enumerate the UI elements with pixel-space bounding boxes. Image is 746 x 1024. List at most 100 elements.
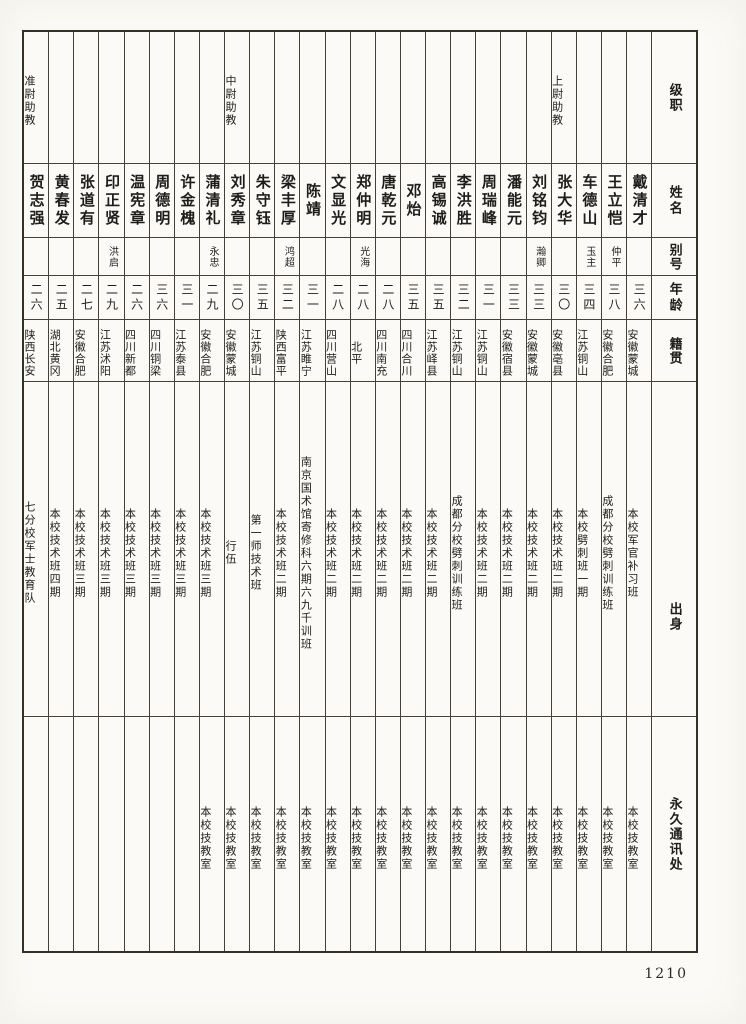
origin-cell: 本校技术班二期 (426, 382, 451, 717)
alias-cell (375, 238, 400, 276)
contact-cell (150, 717, 174, 951)
alias-text: 鸿超 (282, 245, 294, 268)
header-alias-cell: 别号 (652, 238, 697, 276)
name-cell: 刘秀章 (225, 164, 250, 238)
native-place-text: 江苏铜山 (250, 328, 263, 377)
age-text: 三一 (305, 282, 320, 313)
age-text: 三一 (481, 282, 496, 313)
age-cell: 三〇 (225, 276, 250, 320)
age-text: 三四 (581, 282, 596, 313)
contact-text: 本校技教室 (476, 805, 489, 871)
age-cell: 三五 (250, 276, 275, 320)
alias-cell (149, 238, 174, 276)
age-cell: 三三 (501, 276, 526, 320)
origin-text: 本校技术班四期 (49, 507, 62, 599)
contact-cell (175, 717, 199, 951)
age-text: 三三 (531, 282, 546, 313)
native-place-cell: 四川南充 (375, 320, 400, 382)
contact-text: 本校技教室 (601, 805, 614, 871)
contact-cell: 本校技教室 (275, 717, 299, 951)
person-name: 高锡诚 (429, 173, 448, 228)
person-name: 郑仲明 (354, 173, 373, 228)
alias-cell: 光海 (350, 238, 375, 276)
origin-text: 本校技术班三期 (174, 507, 187, 599)
contact-text: 本校技教室 (325, 805, 338, 871)
rank-cell (174, 32, 199, 164)
contact-cell (125, 717, 149, 951)
native-place-cell: 江苏沭阳 (99, 320, 124, 382)
age-cell: 三四 (576, 276, 601, 320)
name-cell: 许金槐 (174, 164, 199, 238)
native-place-cell: 安徽合肥 (601, 320, 626, 382)
alias-cell (49, 238, 74, 276)
origin-text: 本校技术班三期 (99, 507, 112, 599)
origin-text: 本校技术班三期 (199, 507, 212, 599)
age-cell: 二八 (325, 276, 350, 320)
person-column: 李洪胜 三二 江苏铜山 成都分校劈刺训练班 本校技教室 (451, 32, 477, 951)
header-contact-cell: 永久通讯处 (652, 717, 696, 951)
contact-text: 本校技教室 (526, 805, 539, 871)
contact-text: 本校技教室 (275, 805, 288, 871)
origin-cell: 本校劈刺班一期 (576, 382, 601, 717)
native-place-cell: 江苏铜山 (476, 320, 501, 382)
contact-cell: 本校技教室 (426, 717, 450, 951)
age-text: 三二 (280, 282, 295, 313)
origin-text: 本校技术班二期 (375, 507, 388, 599)
age-cell: 三八 (601, 276, 626, 320)
contact-text: 本校技教室 (300, 805, 313, 871)
contact-cell (49, 717, 73, 951)
header-contact-label: 永久通讯处 (666, 796, 682, 872)
name-cell: 贺志强 (24, 164, 49, 238)
alias-text: 永忠 (206, 245, 218, 268)
rank-cell: 中尉助教 (225, 32, 250, 164)
alias-cell (24, 238, 49, 276)
native-place-cell: 江苏睢宁 (300, 320, 325, 382)
alias-cell (225, 238, 250, 276)
origin-cell: 本校技术班二期 (526, 382, 551, 717)
age-text: 三一 (179, 282, 194, 313)
origin-text: 南京国术馆寄修科六期六九千训班 (300, 455, 313, 651)
rank-cell (275, 32, 300, 164)
name-cell: 李洪胜 (451, 164, 476, 238)
native-place-text: 安徽宿县 (501, 328, 514, 377)
rank-cell (476, 32, 501, 164)
person-column: 郑仲明 光海 二八 北平 本校技术班二期 本校技教室 (350, 32, 376, 951)
alias-cell (124, 238, 149, 276)
age-cell: 三一 (476, 276, 501, 320)
header-alias-label: 别号 (666, 242, 682, 271)
native-place-cell: 安徽宿县 (501, 320, 526, 382)
contact-text: 本校技教室 (426, 805, 438, 871)
person-column: 刘铭钧 瀚卿 三三 安徽蒙城 本校技术班二期 本校技教室 (526, 32, 552, 951)
header-age-cell: 年龄 (652, 276, 697, 320)
age-cell: 二八 (375, 276, 400, 320)
contact-cell: 本校技教室 (351, 717, 375, 951)
native-place-text: 四川营山 (325, 328, 338, 377)
age-text: 三二 (456, 282, 471, 313)
name-cell: 周瑞峰 (476, 164, 501, 238)
origin-cell: 本校技术班三期 (74, 382, 99, 717)
person-column: 许金槐 三一 江苏泰县 本校技术班三期 (174, 32, 200, 951)
native-place-text: 安徽亳县 (551, 328, 564, 377)
age-text: 三六 (632, 282, 647, 313)
age-cell: 二七 (74, 276, 99, 320)
alias-cell (325, 238, 350, 276)
rank-cell (400, 32, 425, 164)
person-name: 黄春发 (52, 173, 71, 228)
name-cell: 张大华 (551, 164, 576, 238)
native-place-cell: 四川营山 (325, 320, 350, 382)
origin-cell: 本校技术班二期 (501, 382, 526, 717)
rank-cell (149, 32, 174, 164)
person-column: 张道有 二七 安徽合肥 本校技术班三期 (74, 32, 100, 951)
rank-cell (300, 32, 325, 164)
contact-text: 本校技教室 (250, 805, 263, 871)
contact-text: 本校技教室 (451, 805, 464, 871)
origin-text: 七分校军士教育队 (24, 501, 36, 605)
native-place-cell: 四川新都 (124, 320, 149, 382)
native-place-text: 安徽合肥 (601, 328, 614, 377)
person-name: 贺志强 (27, 173, 46, 228)
origin-cell: 本校技术班二期 (400, 382, 425, 717)
native-place-cell: 四川合川 (400, 320, 425, 382)
rank-cell (375, 32, 400, 164)
rank-cell: 准尉助教 (24, 32, 49, 164)
rank-label: 准尉助教 (24, 74, 36, 127)
